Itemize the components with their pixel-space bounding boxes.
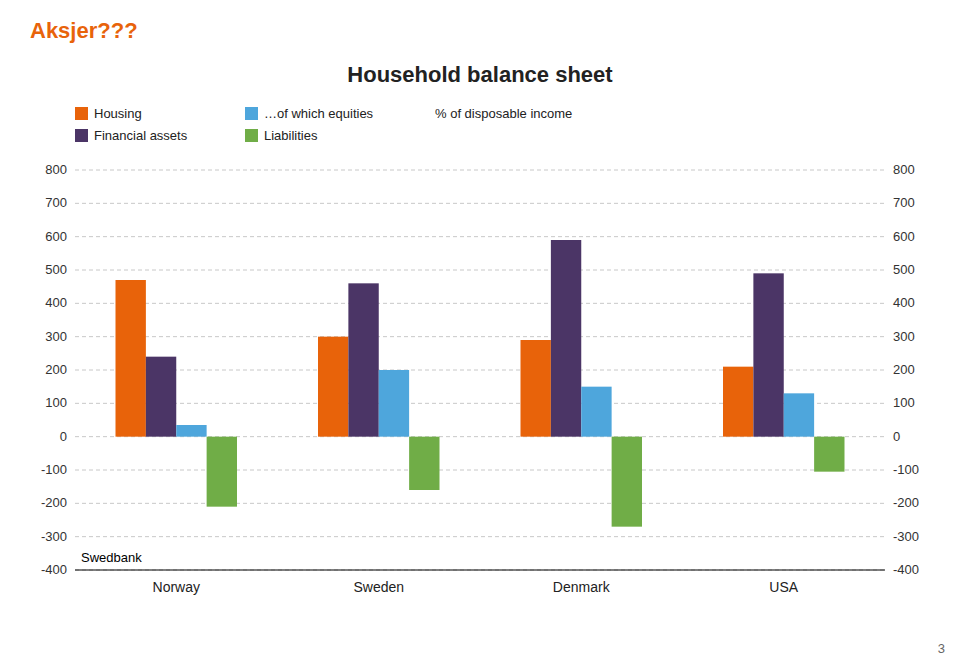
bar xyxy=(318,337,348,437)
bar xyxy=(784,393,814,436)
y2-tick-label: 400 xyxy=(893,295,915,310)
y2-tick-label: -400 xyxy=(893,562,919,577)
grid xyxy=(75,170,885,570)
y-tick-label: -200 xyxy=(41,495,67,510)
y-tick-label: 0 xyxy=(60,429,67,444)
y2-tick-label: 200 xyxy=(893,362,915,377)
legend-swatch xyxy=(245,129,258,142)
grid-line xyxy=(75,536,885,537)
bar xyxy=(814,437,844,472)
bar xyxy=(581,387,611,437)
y-tick-label: 800 xyxy=(45,162,67,177)
bar xyxy=(551,240,581,437)
y-tick-label: 500 xyxy=(45,262,67,277)
x-tick-label: Denmark xyxy=(553,579,611,595)
bar xyxy=(753,273,783,436)
legend-label: Financial assets xyxy=(94,128,188,143)
bar xyxy=(409,437,439,490)
y-tick-label: 400 xyxy=(45,295,67,310)
y-tick-label: 600 xyxy=(45,229,67,244)
y-tick-label: 300 xyxy=(45,329,67,344)
chart: Aksjer??? Household balance sheet -400 -400… xyxy=(0,0,960,665)
legend-swatch xyxy=(245,107,258,120)
x-tick-label: USA xyxy=(769,579,798,595)
legend-swatch xyxy=(75,107,88,120)
grid-line xyxy=(75,236,885,237)
bar xyxy=(348,283,378,436)
subtitle: Aksjer??? xyxy=(30,18,138,43)
y2-tick-label: -200 xyxy=(893,495,919,510)
grid-line xyxy=(75,203,885,204)
y2-tick-label: -300 xyxy=(893,529,919,544)
y2-tick-label: 100 xyxy=(893,395,915,410)
x-tick-label: Norway xyxy=(153,579,200,595)
y2-tick-label: 700 xyxy=(893,195,915,210)
y2-tick-label: 300 xyxy=(893,329,915,344)
y2-tick-label: 0 xyxy=(893,429,900,444)
y2-tick-label: 600 xyxy=(893,229,915,244)
bar xyxy=(146,357,176,437)
y-tick-label: -100 xyxy=(41,462,67,477)
title: Household balance sheet xyxy=(347,62,613,87)
bars xyxy=(116,240,845,527)
x-tick-label: Sweden xyxy=(353,579,404,595)
legend-label: Liabilities xyxy=(264,128,318,143)
y2-tick-label: -100 xyxy=(893,462,919,477)
legend-swatch xyxy=(75,129,88,142)
legend: Housing Financial assets …of which equitie… xyxy=(75,106,374,143)
y2-tick-label: 800 xyxy=(893,162,915,177)
source-label: Swedbank xyxy=(81,550,142,565)
y-tick-label: 700 xyxy=(45,195,67,210)
y-tick-label: -300 xyxy=(41,529,67,544)
bar xyxy=(379,370,409,437)
bar xyxy=(521,340,551,437)
y-tick-label: 200 xyxy=(45,362,67,377)
y2-tick-label: 500 xyxy=(893,262,915,277)
legend-label: Housing xyxy=(94,106,142,121)
y-label: % of disposable income xyxy=(435,106,572,121)
bar xyxy=(612,437,642,527)
grid-line xyxy=(75,570,885,571)
bar xyxy=(116,280,146,437)
y-tick-label: -400 xyxy=(41,562,67,577)
grid-line xyxy=(75,270,885,271)
page-number: 3 xyxy=(938,641,945,656)
grid-line xyxy=(75,470,885,471)
bar xyxy=(176,425,206,437)
y-tick-label: 100 xyxy=(45,395,67,410)
bar xyxy=(723,367,753,437)
legend-label: …of which equities xyxy=(264,106,374,121)
grid-line xyxy=(75,503,885,504)
bar xyxy=(207,437,237,507)
grid-line xyxy=(75,170,885,171)
x-axis-line xyxy=(75,570,885,571)
